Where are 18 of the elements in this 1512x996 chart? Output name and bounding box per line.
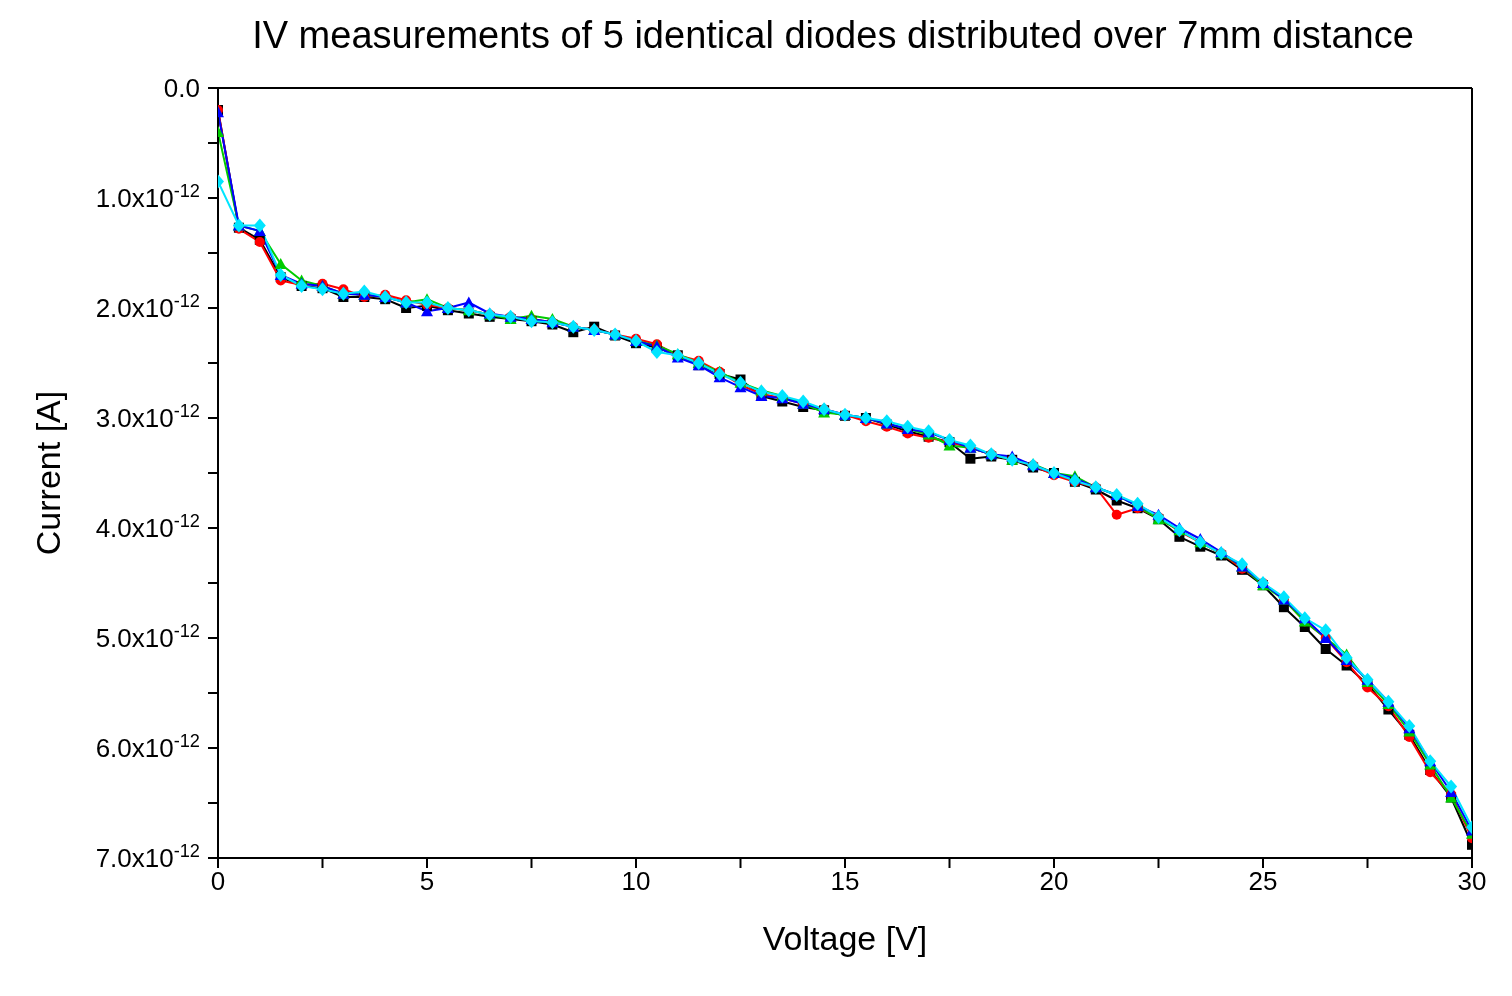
- x-tick-label: 30: [1457, 866, 1487, 896]
- y-tick-label: 3.0x10$^{-12}$: [95, 401, 200, 433]
- y-tick-label: 1.0x10$^{-12}$: [95, 181, 200, 213]
- x-axis-title: Voltage [V]: [762, 919, 928, 957]
- y-tick-label: 6.0x10$^{-12}$: [95, 731, 200, 763]
- y-tick-label: 7.0x10$^{-12}$: [95, 841, 200, 873]
- y-tick-label: 0.0: [163, 73, 200, 103]
- y-tick-label: 2.0x10$^{-12}$: [95, 291, 200, 323]
- x-tick-label: 5: [419, 866, 435, 896]
- y-axis-title: Current [A]: [29, 390, 68, 556]
- y-tick-label: 4.0x10$^{-12}$: [95, 511, 200, 543]
- x-tick-label: 20: [1039, 866, 1069, 896]
- y-tick-label: 5.0x10$^{-12}$: [95, 621, 200, 653]
- x-tick-label: 10: [621, 866, 651, 896]
- x-tick-label: 25: [1248, 866, 1278, 896]
- chart-title: IV measurements of 5 identical diodes distributed over 7mm distance: [251, 14, 1415, 57]
- x-tick-label: 15: [830, 866, 860, 896]
- x-tick-label: 0: [210, 866, 226, 896]
